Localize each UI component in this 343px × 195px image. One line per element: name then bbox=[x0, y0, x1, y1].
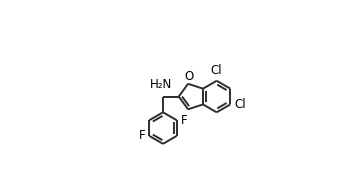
Text: Cl: Cl bbox=[211, 64, 223, 77]
Text: F: F bbox=[180, 114, 187, 127]
Text: O: O bbox=[185, 70, 193, 83]
Text: F: F bbox=[139, 129, 145, 142]
Text: Cl: Cl bbox=[235, 98, 246, 111]
Text: H₂N: H₂N bbox=[150, 78, 172, 91]
